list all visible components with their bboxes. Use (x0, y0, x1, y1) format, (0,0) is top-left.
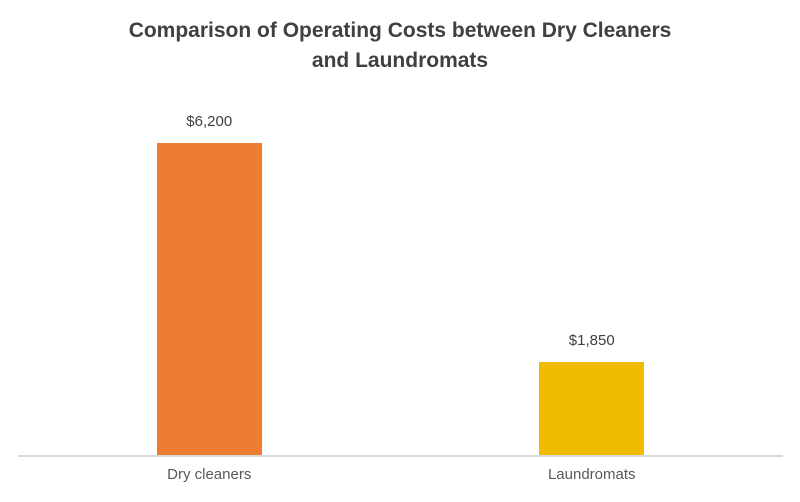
bar (156, 143, 262, 455)
x-axis-line (18, 455, 783, 457)
bar-slot: $6,200 (18, 113, 401, 455)
plot-area: $6,200 $1,850 (18, 103, 783, 455)
chart-title-line-2: and Laundromats (311, 49, 489, 72)
bar-slot: $1,850 (401, 332, 784, 455)
category-axis-labels: Dry cleaners Laundromats (18, 466, 783, 484)
bar-value-label: $6,200 (186, 113, 233, 130)
category-label: Laundromats (547, 466, 636, 483)
chart-title-line-1: Comparison of Operating Costs between Dr… (128, 19, 672, 42)
chart-title: Comparison of Operating Costs between Dr… (0, 16, 800, 76)
bar (539, 362, 645, 455)
category-label: Dry cleaners (167, 466, 252, 483)
bar-value-label: $1,850 (568, 332, 615, 349)
